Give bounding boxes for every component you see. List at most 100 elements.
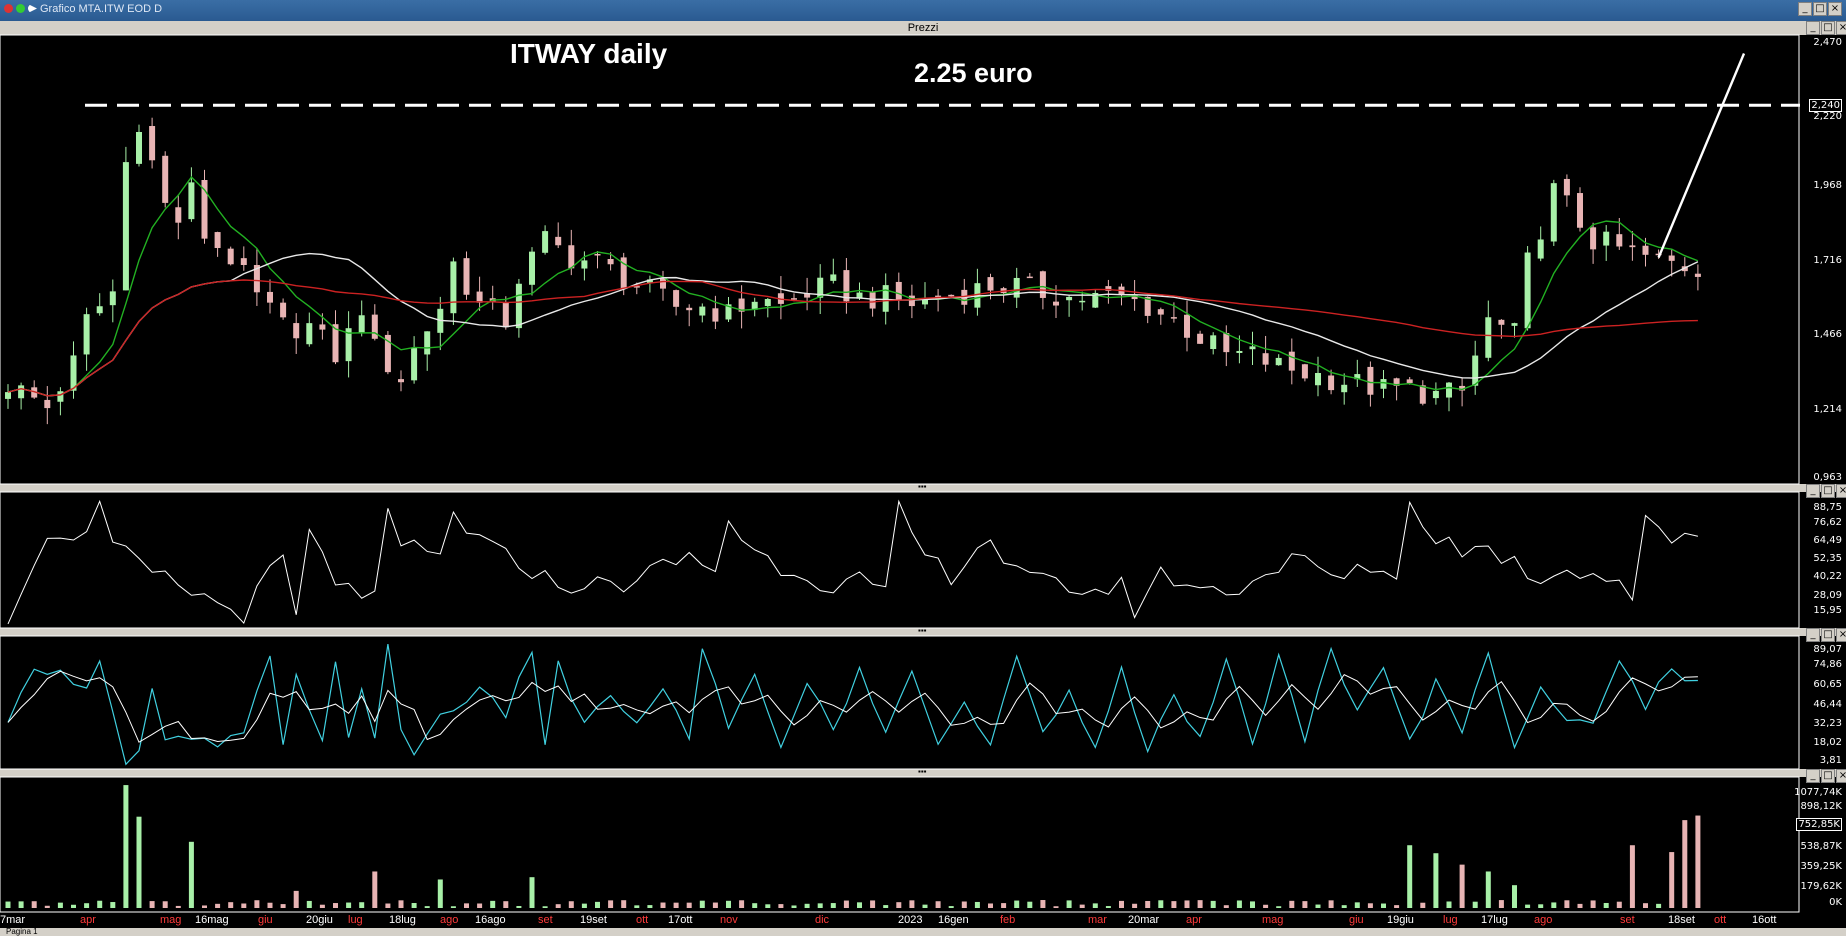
close-icon[interactable]: × bbox=[1836, 628, 1846, 642]
candle-body bbox=[109, 291, 116, 306]
close-dot-icon[interactable] bbox=[4, 4, 13, 13]
volume-bar bbox=[1184, 900, 1190, 908]
volume-bar bbox=[1603, 902, 1609, 908]
volume-bar bbox=[843, 900, 849, 908]
time-axis-label: 2023 bbox=[898, 914, 923, 926]
time-axis-label: 17ott bbox=[668, 914, 693, 926]
volume-bar bbox=[346, 902, 352, 908]
candle-body bbox=[1563, 178, 1570, 196]
volume-bar bbox=[961, 901, 967, 908]
time-axis-label: 18lug bbox=[389, 914, 416, 926]
volume-tick: 1077,74K bbox=[1794, 787, 1842, 798]
volume-bar bbox=[909, 900, 915, 908]
panel-separator[interactable]: ▪▪▪ bbox=[0, 482, 1846, 492]
candle-body bbox=[1315, 372, 1321, 386]
candle-body bbox=[1642, 245, 1649, 255]
candle-body bbox=[411, 347, 418, 381]
candle-body bbox=[44, 399, 51, 409]
volume-bar bbox=[359, 902, 365, 908]
volume-bar bbox=[1629, 845, 1635, 908]
restore-icon[interactable]: □ bbox=[1821, 628, 1835, 642]
candle-body bbox=[1354, 374, 1361, 380]
close-icon[interactable]: × bbox=[1836, 21, 1846, 35]
close-icon[interactable]: × bbox=[1828, 2, 1842, 16]
time-axis-label: mag bbox=[1262, 914, 1284, 926]
candle-body bbox=[319, 324, 326, 330]
candle-body bbox=[712, 308, 719, 322]
volume-bar bbox=[595, 901, 600, 908]
volume-tick: 898,12K bbox=[1800, 801, 1842, 812]
volume-bar bbox=[1001, 903, 1007, 908]
restore-icon[interactable]: □ bbox=[1821, 484, 1835, 498]
candle-body bbox=[1275, 357, 1282, 366]
minimize-icon[interactable]: _ bbox=[1806, 484, 1820, 498]
maximize-dot-icon[interactable] bbox=[16, 4, 25, 13]
volume-bar bbox=[188, 841, 194, 908]
restore-icon[interactable]: □ bbox=[1813, 2, 1827, 16]
time-axis-label: ago bbox=[440, 914, 459, 926]
rsi-tick: 64,49 bbox=[1813, 535, 1842, 546]
volume-bar bbox=[464, 903, 469, 908]
candle-body bbox=[987, 277, 994, 291]
rsi-tick: 40,22 bbox=[1813, 571, 1842, 582]
volume-bar bbox=[516, 905, 522, 908]
candle-body bbox=[345, 328, 352, 362]
panel-separator[interactable]: ▪▪▪ bbox=[0, 626, 1846, 636]
candle-body bbox=[1393, 378, 1400, 386]
volume-tick: 0K bbox=[1829, 897, 1842, 908]
volume-bar bbox=[1014, 900, 1020, 908]
minimize-icon[interactable]: _ bbox=[1806, 769, 1820, 783]
candle-body bbox=[1013, 277, 1020, 298]
candle-body bbox=[1184, 314, 1190, 338]
time-axis-label: ott bbox=[636, 914, 649, 926]
panel-separator[interactable]: ▪▪▪ bbox=[0, 767, 1846, 777]
candle-body bbox=[1603, 231, 1610, 246]
volume-bar bbox=[568, 901, 574, 908]
volume-bar bbox=[241, 903, 247, 908]
time-axis-label: set bbox=[1620, 914, 1635, 926]
candle-body bbox=[1577, 193, 1583, 228]
volume-bar bbox=[673, 902, 679, 908]
candle-body bbox=[96, 306, 103, 314]
volume-bar bbox=[1119, 900, 1124, 908]
time-axis-label: lug bbox=[348, 914, 363, 926]
play-icon[interactable] bbox=[28, 4, 37, 13]
volume-panel-controls: _ □ × bbox=[1806, 769, 1846, 783]
time-axis-label: giu bbox=[1349, 914, 1364, 926]
volume-bar bbox=[1643, 903, 1648, 908]
volume-bar bbox=[1682, 820, 1688, 908]
minimize-icon[interactable]: _ bbox=[1798, 2, 1812, 16]
time-axis-label: mar bbox=[1088, 914, 1107, 926]
candle-body bbox=[227, 248, 234, 265]
minimize-icon[interactable]: _ bbox=[1806, 21, 1820, 35]
volume-bar bbox=[896, 902, 902, 908]
volume-bar bbox=[1341, 905, 1347, 908]
stoch-tick: 46,44 bbox=[1813, 699, 1842, 710]
time-axis-label: lug bbox=[1443, 914, 1458, 926]
candle-body bbox=[1341, 384, 1348, 393]
volume-bar bbox=[686, 902, 692, 908]
candle-body bbox=[581, 260, 588, 269]
time-axis-label: 7mar bbox=[0, 914, 26, 926]
volume-bar bbox=[1525, 904, 1531, 908]
rsi-panel-frame bbox=[0, 491, 1800, 629]
candle-body bbox=[1053, 301, 1059, 306]
chart-title: ITWAY daily bbox=[510, 38, 668, 69]
candle-body bbox=[673, 290, 680, 307]
volume-bar bbox=[765, 904, 771, 908]
volume-bar bbox=[1512, 885, 1517, 908]
rsi-tick: 76,62 bbox=[1813, 517, 1842, 528]
candle-body bbox=[1026, 276, 1033, 279]
volume-tick: 538,87K bbox=[1800, 841, 1842, 852]
close-icon[interactable]: × bbox=[1836, 484, 1846, 498]
minimize-icon[interactable]: _ bbox=[1806, 628, 1820, 642]
volume-bar bbox=[555, 904, 561, 908]
volume-bar bbox=[1420, 902, 1426, 908]
candle-body bbox=[1262, 353, 1269, 365]
restore-icon[interactable]: □ bbox=[1821, 769, 1835, 783]
volume-bar bbox=[817, 903, 823, 908]
volume-bar bbox=[948, 906, 954, 908]
close-icon[interactable]: × bbox=[1836, 769, 1846, 783]
restore-icon[interactable]: □ bbox=[1821, 21, 1835, 35]
